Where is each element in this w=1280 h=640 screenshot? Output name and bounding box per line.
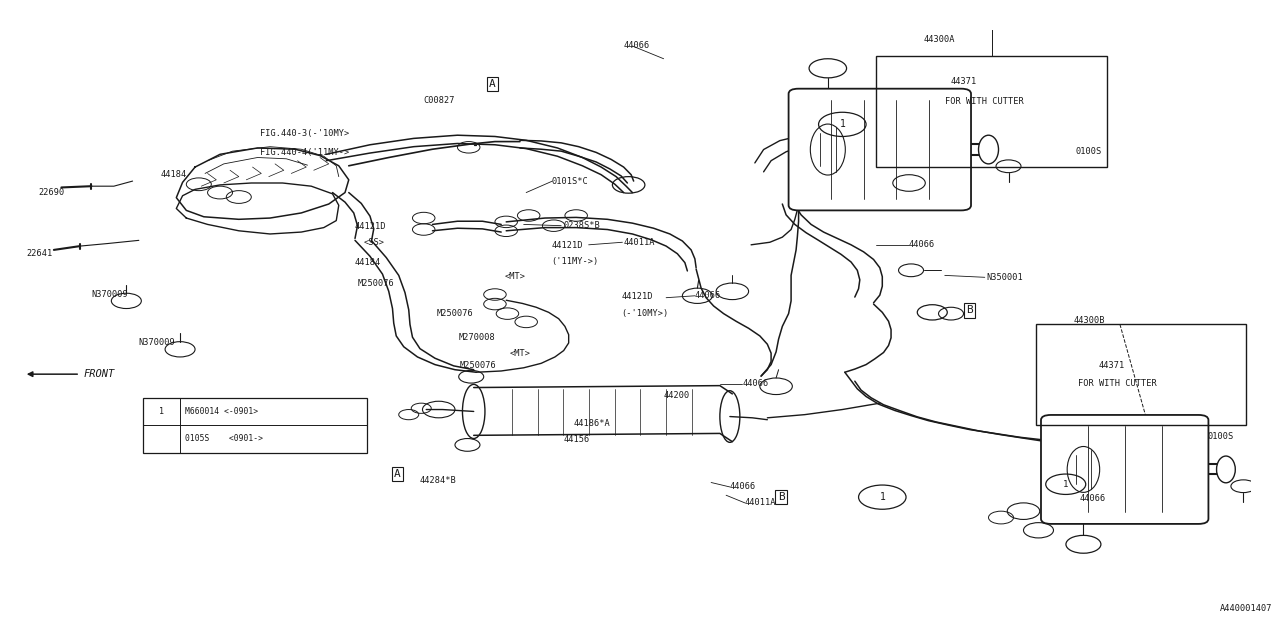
Text: A: A xyxy=(394,469,401,479)
Text: 44066: 44066 xyxy=(730,483,756,492)
Text: 22641: 22641 xyxy=(27,248,52,257)
Ellipse shape xyxy=(1216,456,1235,483)
Text: 1: 1 xyxy=(879,492,886,502)
Text: 44066: 44066 xyxy=(695,291,721,300)
Text: FOR WITH CUTTER: FOR WITH CUTTER xyxy=(1079,380,1157,388)
Text: 44186*A: 44186*A xyxy=(573,419,611,428)
Text: 44121D: 44121D xyxy=(355,222,387,231)
Text: M250076: M250076 xyxy=(436,309,474,318)
FancyBboxPatch shape xyxy=(788,89,972,211)
Text: N350001: N350001 xyxy=(986,273,1023,282)
Bar xyxy=(142,397,367,452)
Text: M270008: M270008 xyxy=(458,333,495,342)
Bar xyxy=(1036,324,1245,425)
Text: 0101S*C: 0101S*C xyxy=(552,177,588,186)
Text: M250076: M250076 xyxy=(460,362,497,371)
Text: 44121D: 44121D xyxy=(621,292,653,301)
Text: 22690: 22690 xyxy=(38,188,65,197)
Text: 44371: 44371 xyxy=(951,77,977,86)
Text: 44066: 44066 xyxy=(909,240,934,250)
Text: <MT>: <MT> xyxy=(509,349,531,358)
Text: FIG.440-4('11MY->: FIG.440-4('11MY-> xyxy=(260,148,349,157)
Text: 44066: 44066 xyxy=(742,380,768,388)
Text: 0238S*B: 0238S*B xyxy=(563,221,600,230)
Text: N370009: N370009 xyxy=(91,290,128,299)
Text: 44371: 44371 xyxy=(1098,362,1125,371)
Text: ('11MY->): ('11MY->) xyxy=(552,257,599,266)
Text: 44184: 44184 xyxy=(355,258,381,267)
Text: A: A xyxy=(489,79,495,89)
Text: 44156: 44156 xyxy=(563,435,590,444)
Text: B: B xyxy=(778,492,785,502)
Text: 1: 1 xyxy=(159,407,164,416)
Text: 44011A: 44011A xyxy=(623,237,655,247)
Text: A440001407: A440001407 xyxy=(1220,604,1272,612)
Text: 1: 1 xyxy=(1064,480,1069,489)
Text: N370009: N370009 xyxy=(138,339,175,348)
Text: FIG.440-3(-'10MY>: FIG.440-3(-'10MY> xyxy=(260,129,349,138)
Text: <MT>: <MT> xyxy=(504,272,526,281)
Text: 0100S: 0100S xyxy=(1207,432,1234,441)
Text: 44011A: 44011A xyxy=(745,499,777,508)
Text: 44300B: 44300B xyxy=(1074,316,1105,324)
Text: C00827: C00827 xyxy=(424,95,456,105)
Text: 44200: 44200 xyxy=(663,390,690,400)
Text: 0100S: 0100S xyxy=(1076,147,1102,156)
Text: M660014 <-0901>: M660014 <-0901> xyxy=(186,407,259,416)
Text: (-'10MY>): (-'10MY>) xyxy=(621,309,668,318)
Text: <SS>: <SS> xyxy=(364,237,385,247)
Text: 44066: 44066 xyxy=(623,42,650,51)
Text: 44066: 44066 xyxy=(1080,494,1106,503)
FancyBboxPatch shape xyxy=(1041,415,1208,524)
Text: B: B xyxy=(966,305,973,316)
Text: FOR WITH CUTTER: FOR WITH CUTTER xyxy=(945,97,1024,106)
Text: 44300A: 44300A xyxy=(924,35,955,44)
Text: M250076: M250076 xyxy=(357,279,394,288)
Bar xyxy=(876,56,1107,167)
Ellipse shape xyxy=(978,135,998,164)
Text: 0105S    <0901->: 0105S <0901-> xyxy=(186,435,264,444)
Text: 44121D: 44121D xyxy=(552,241,582,250)
Text: 44284*B: 44284*B xyxy=(420,476,457,485)
Text: 1: 1 xyxy=(840,120,845,129)
Text: 44184: 44184 xyxy=(160,170,187,179)
Text: FRONT: FRONT xyxy=(84,369,115,379)
